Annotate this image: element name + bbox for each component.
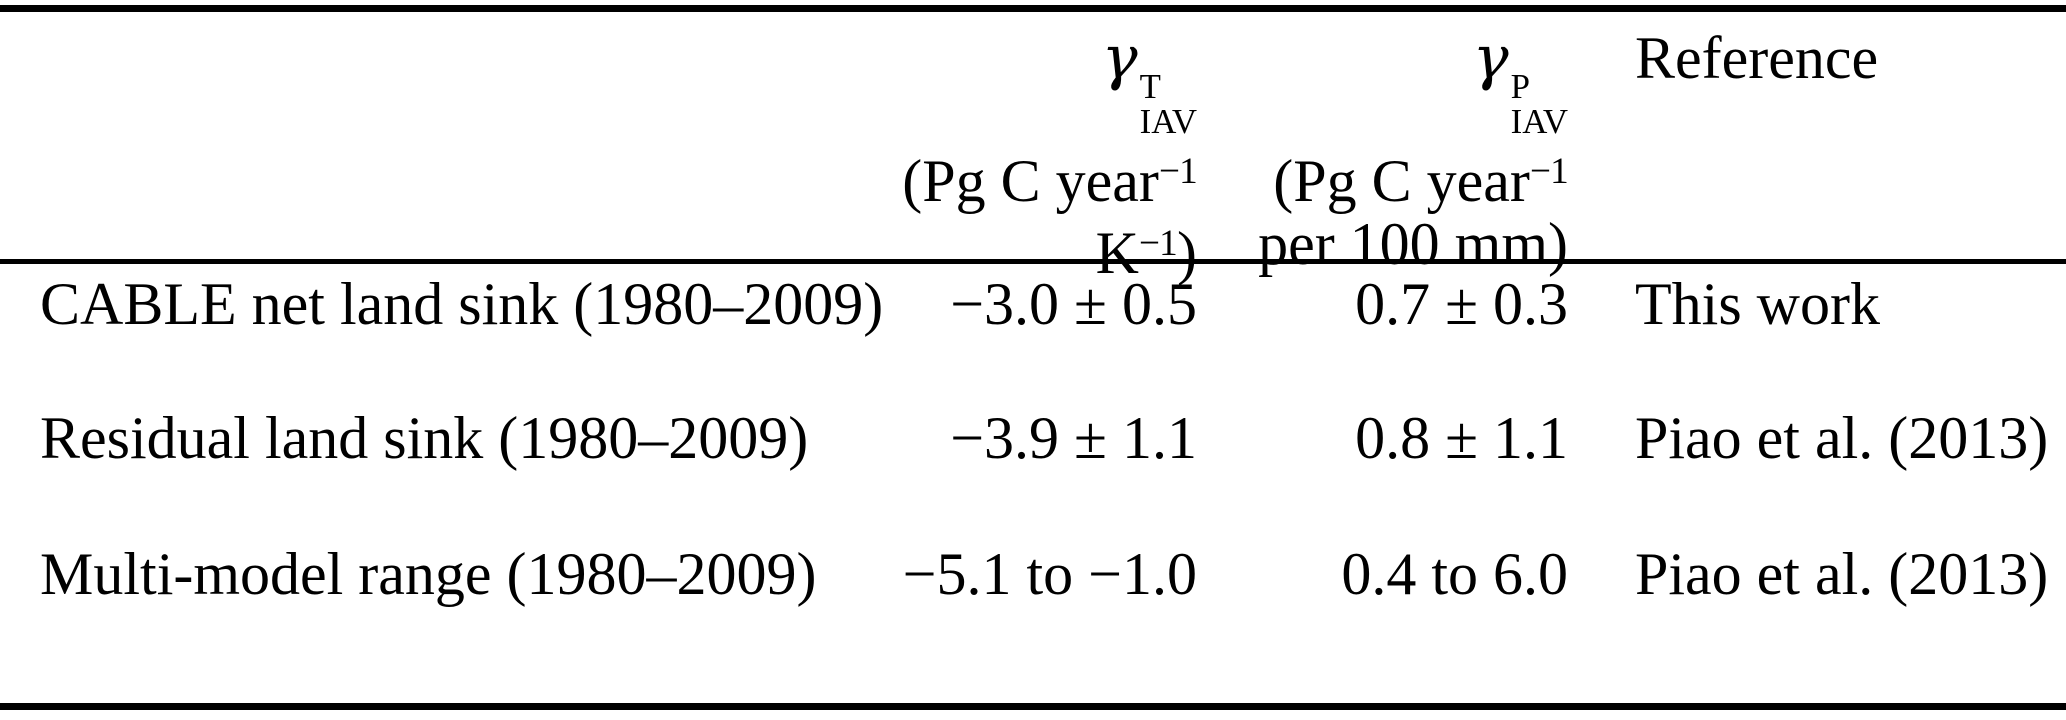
table-row: Residual land sink (1980–2009) −3.9 ± 1.…: [0, 402, 2066, 482]
table-row: Multi-model range (1980–2009) −5.1 to −1…: [0, 538, 2066, 618]
gamma-p-scripts: P IAV: [1510, 67, 1568, 141]
gamma-t-value: −3.0 ± 0.5: [950, 271, 1197, 337]
gamma-t-value: −3.9 ± 1.1: [950, 405, 1197, 471]
table-header-rule: [0, 259, 2066, 264]
unit-text: (Pg C year: [902, 147, 1159, 214]
gamma-glyph: γ: [1472, 23, 1509, 93]
gamma-t-unit-line1: (Pg C year−1: [550, 140, 1198, 214]
unit-text: (Pg C year: [1273, 147, 1530, 214]
gamma-t-superscript: T: [1139, 67, 1161, 106]
row-label: Residual land sink (1980–2009): [40, 405, 809, 471]
gamma-p-value: 0.4 to 6.0: [1341, 541, 1568, 607]
column-header-gamma-t: γ T IAV (Pg C year−1 K−1): [550, 12, 1197, 285]
gamma-p-unit-line2: per 100 mm): [1200, 212, 1568, 276]
gamma-p-superscript: P: [1510, 67, 1530, 106]
gamma-glyph: γ: [1101, 23, 1138, 93]
gamma-t-symbol: γ T IAV: [550, 12, 1197, 140]
unit-exponent: −1: [1529, 150, 1569, 192]
row-label: Multi-model range (1980–2009): [40, 541, 817, 607]
reference-header-label: Reference: [1635, 25, 1879, 91]
unit-text: K: [1095, 220, 1139, 287]
reference-value: Piao et al. (2013): [1635, 405, 2049, 471]
gamma-t-unit-line2: K−1): [550, 212, 1197, 285]
column-header-reference: Reference: [1635, 12, 1878, 104]
unit-text: per 100 mm): [1258, 211, 1568, 278]
gamma-p-value: 0.8 ± 1.1: [1355, 405, 1568, 471]
unit-exponent: −1: [1158, 150, 1198, 192]
gamma-t-scripts: T IAV: [1139, 67, 1197, 141]
table-top-rule: [0, 5, 2066, 12]
gamma-p-unit-line1: (Pg C year−1: [1200, 140, 1569, 214]
reference-value: Piao et al. (2013): [1635, 541, 2049, 607]
gamma-t-subscript: IAV: [1139, 101, 1197, 141]
gamma-p-subscript: IAV: [1510, 101, 1568, 141]
table-bottom-rule: [0, 703, 2066, 710]
unit-exponent: −1: [1138, 223, 1178, 265]
gamma-p-symbol: γ P IAV: [1200, 12, 1568, 140]
unit-close-paren: ): [1177, 220, 1197, 287]
row-label: CABLE net land sink (1980–2009): [40, 271, 884, 337]
column-header-gamma-p: γ P IAV (Pg C year−1 per 100 mm): [1200, 12, 1569, 276]
gamma-p-value: 0.7 ± 0.3: [1355, 271, 1568, 337]
table-row: CABLE net land sink (1980–2009) −3.0 ± 0…: [0, 268, 2066, 348]
reference-value: This work: [1635, 271, 1880, 337]
gamma-t-value: −5.1 to −1.0: [902, 541, 1197, 607]
